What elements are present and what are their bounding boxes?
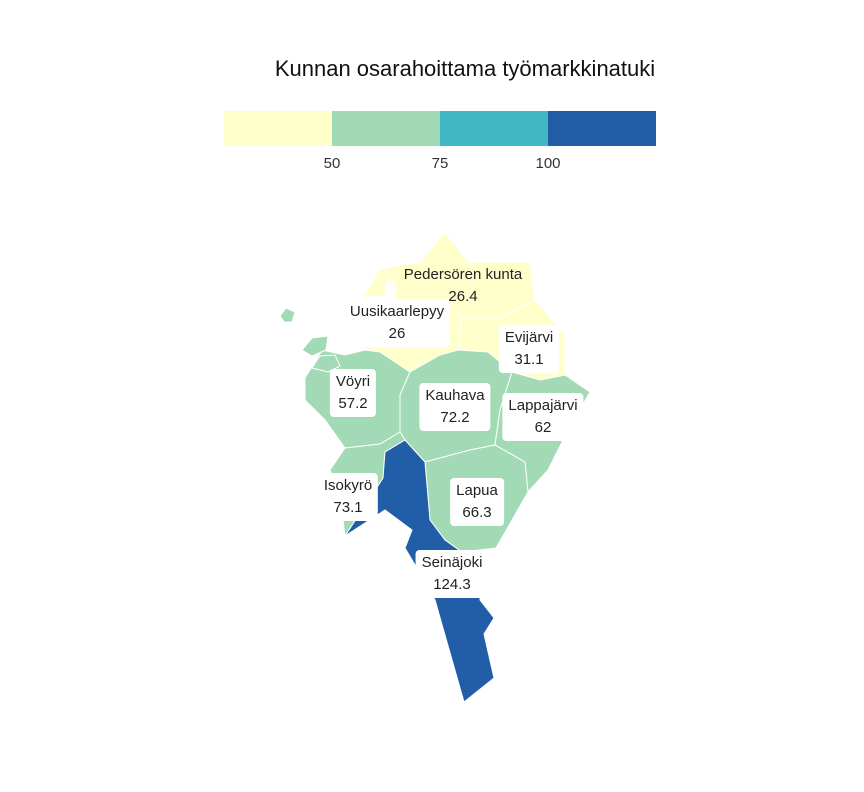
legend-swatch-1: [224, 111, 332, 146]
label-pedersoren-kunta: Pedersören kunta 26.4: [403, 266, 523, 305]
legend-swatch-3: [440, 111, 548, 146]
color-legend: [224, 111, 656, 146]
region-voyri-island-3[interactable]: [279, 307, 296, 323]
legend-tick-50: 50: [323, 155, 341, 172]
legend-tick-75: 75: [431, 155, 449, 172]
label-evijarvi: Evijärvi 31.1: [498, 325, 560, 373]
label-seinajoki: Seinäjoki 124.3: [415, 550, 489, 598]
legend-tick-100: 100: [535, 155, 561, 172]
label-isokyro: Isokyrö 73.1: [317, 473, 379, 521]
label-uusikaarlepyy: Uusikaarlepyy 26: [343, 299, 451, 347]
label-lapua: Lapua 66.3: [450, 478, 504, 526]
label-lappajarvi: Lappajärvi 62: [502, 393, 584, 441]
region-voyri-island-2[interactable]: [311, 354, 341, 373]
label-voyri: Vöyri 57.2: [329, 369, 377, 417]
region-pedersoren-coast[interactable]: [361, 267, 389, 297]
region-voyri-island-1[interactable]: [301, 335, 329, 357]
label-kauhava: Kauhava 72.2: [419, 383, 491, 431]
map-title: Kunnan osarahoittama työmarkkinatuki: [274, 56, 656, 81]
legend-swatch-4: [548, 111, 656, 146]
legend-swatch-2: [332, 111, 440, 146]
